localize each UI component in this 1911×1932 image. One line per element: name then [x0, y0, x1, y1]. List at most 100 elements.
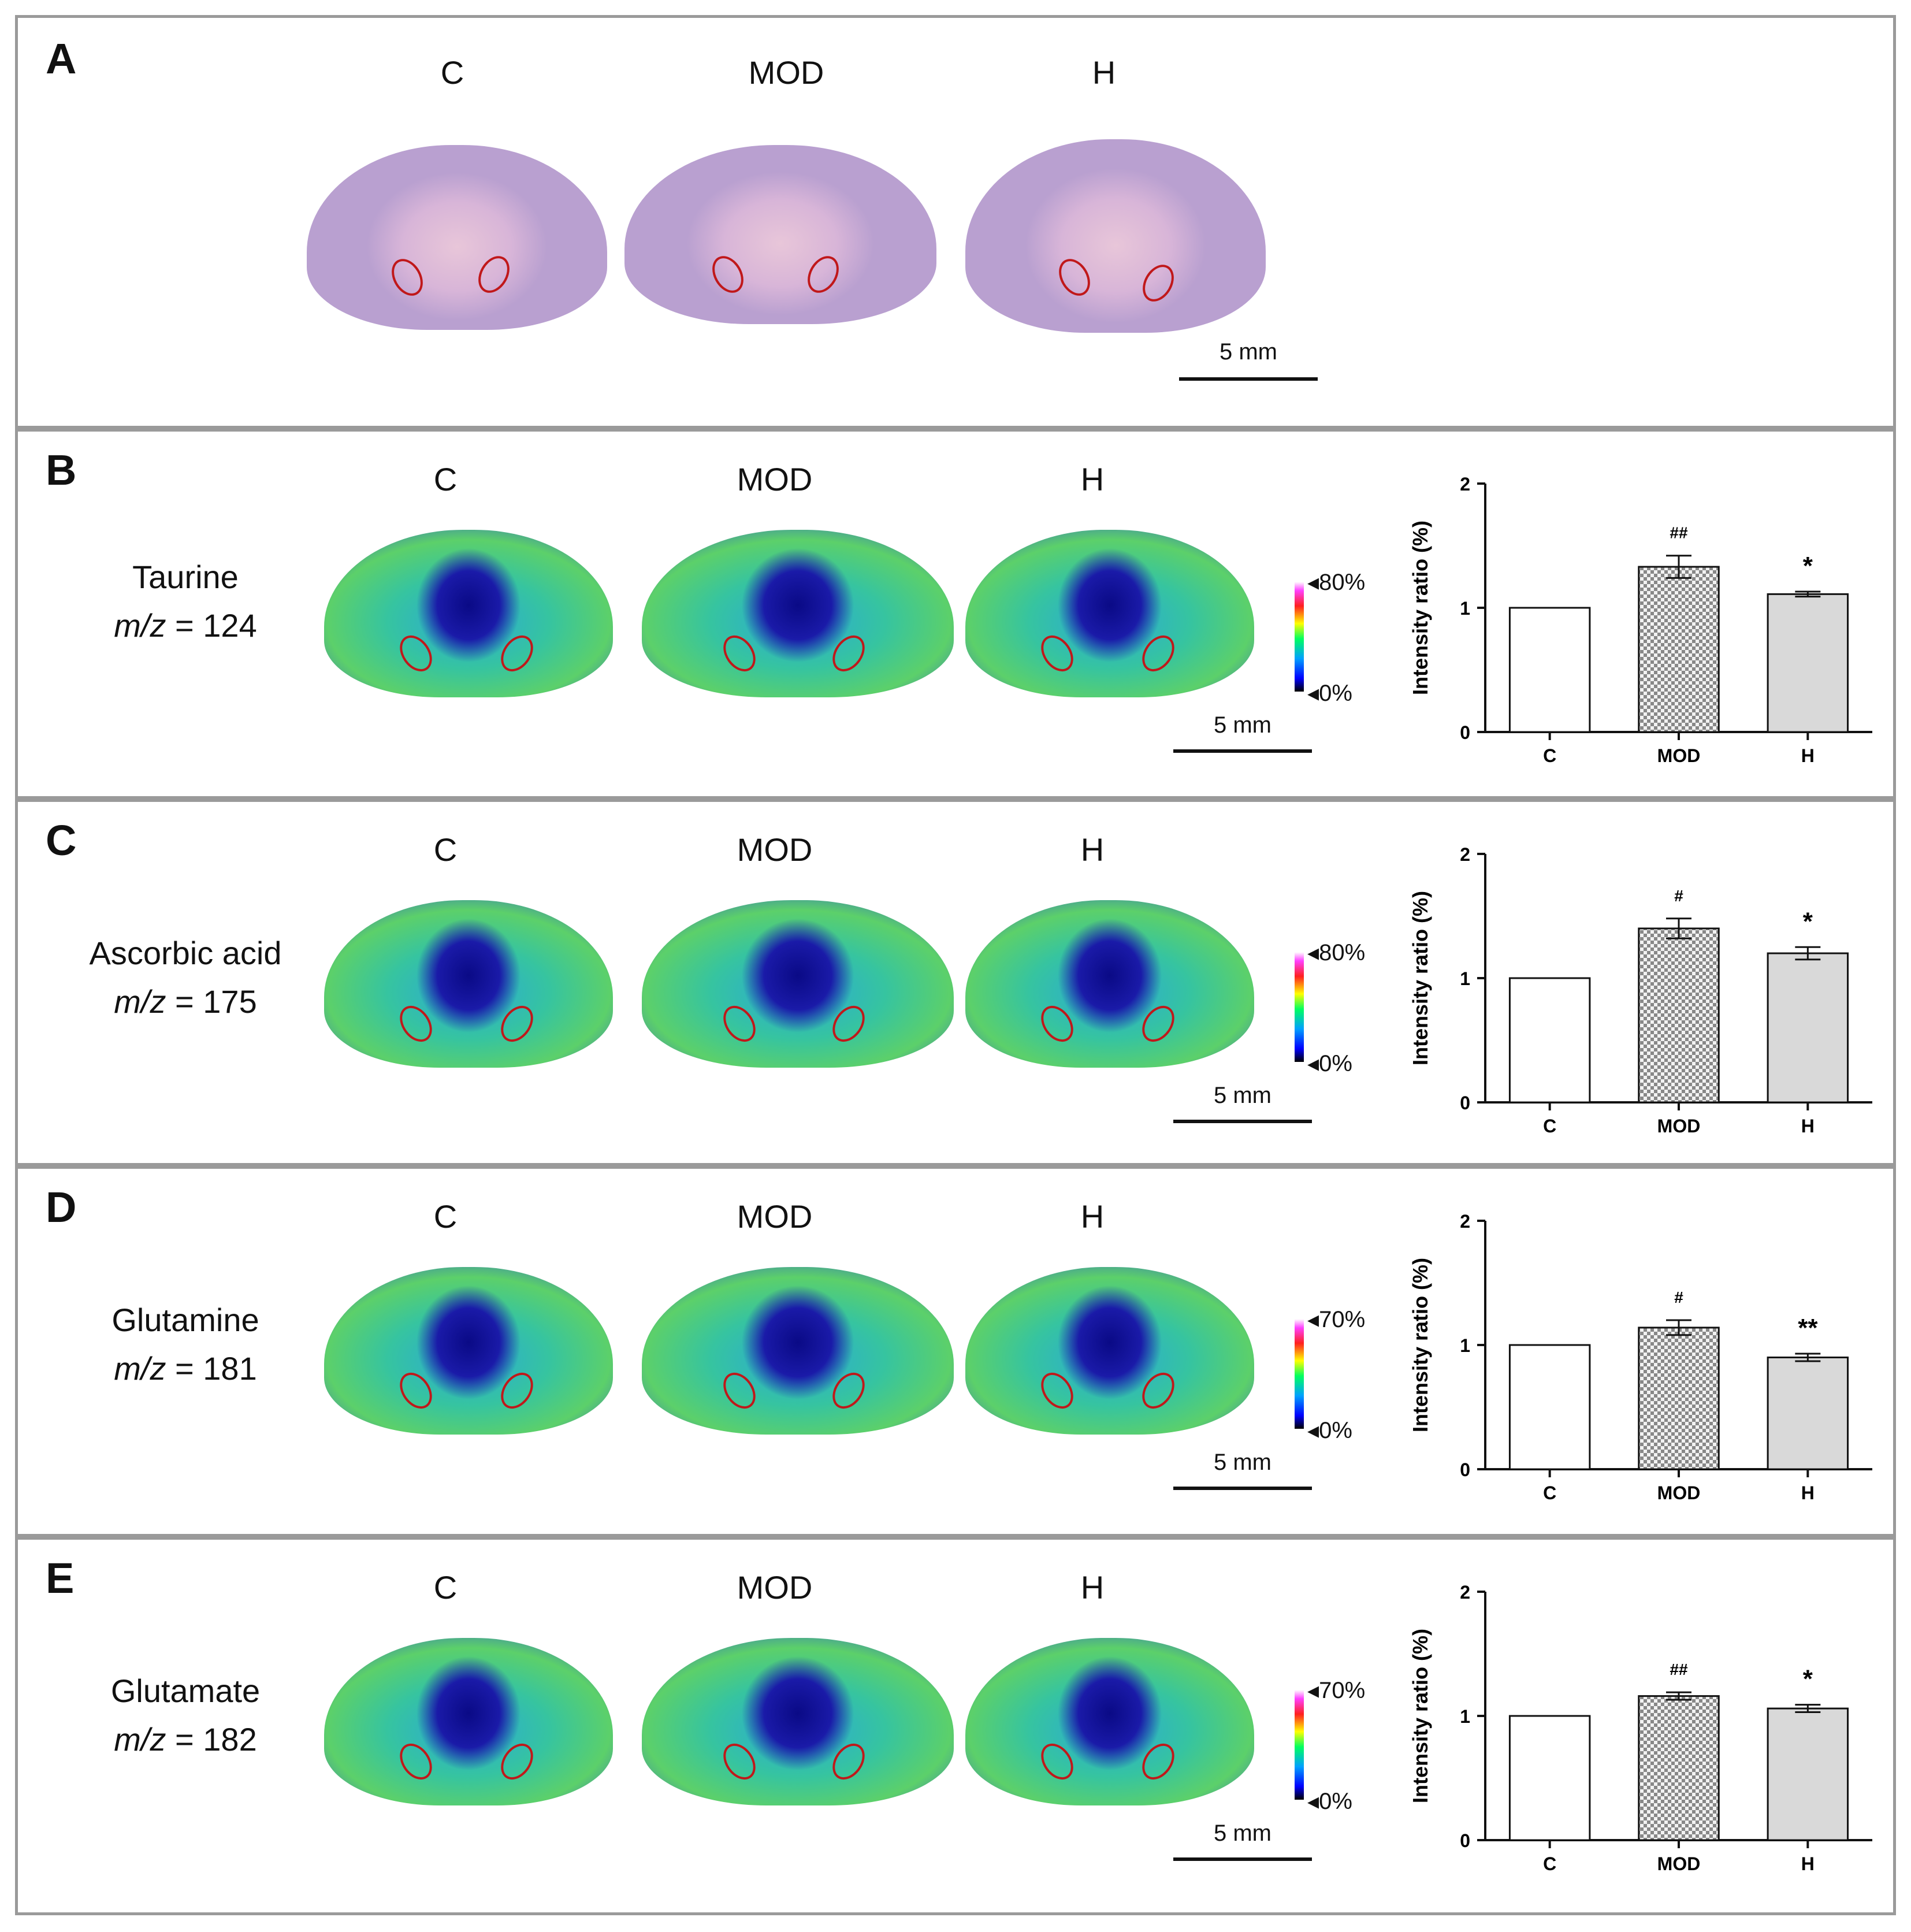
scale-bar-label: 5 mm — [1214, 1820, 1271, 1846]
bar-h — [1767, 1707, 1849, 1841]
bar-c — [1508, 977, 1591, 1104]
roi-outline — [1135, 1366, 1181, 1415]
y-tick-label: 1 — [1460, 968, 1470, 989]
group-label-h: H — [1080, 1569, 1105, 1606]
metabolite-name: Glutamate — [110, 1673, 261, 1709]
group-label-c: C — [433, 1198, 458, 1235]
roi-outline — [716, 1000, 763, 1048]
colorbar-max-label: ◂80% — [1307, 940, 1366, 965]
metabolite-name: Taurine — [132, 559, 239, 595]
y-axis-label: Intensity ratio (%) — [1408, 521, 1432, 695]
panel-e: E C MOD H Glutamate m/z = 182 ◂70% ◂0% 5 mm 0 1… — [15, 1537, 1896, 1915]
roi-outline — [393, 1000, 439, 1048]
group-label-h: H — [1080, 831, 1105, 868]
colorbar — [1295, 582, 1304, 692]
roi-outline — [801, 250, 845, 299]
scale-bar — [1173, 1857, 1312, 1861]
msi-brain-image-c — [324, 1638, 613, 1805]
metabolite-name: Ascorbic acid — [89, 935, 282, 971]
x-tick-label-h: H — [1801, 745, 1815, 766]
roi-outline — [494, 1366, 540, 1415]
roi-outline — [1135, 1000, 1181, 1048]
y-tick-label: 0 — [1460, 1093, 1470, 1113]
msi-brain-image-h — [965, 900, 1254, 1068]
mz-prefix: m/z — [114, 1721, 166, 1758]
roi-outline — [716, 629, 763, 678]
panel-label: B — [46, 446, 77, 494]
x-tick-label-mod: MOD — [1657, 1116, 1701, 1136]
colorbar — [1295, 1319, 1304, 1429]
msi-brain-image-mod — [642, 1267, 954, 1435]
msi-brain-image-mod — [642, 1638, 954, 1805]
x-tick-label-mod: MOD — [1657, 1853, 1701, 1874]
roi-outline — [826, 1000, 872, 1048]
x-tick-label-c: C — [1543, 745, 1556, 766]
x-tick-label-mod: MOD — [1657, 745, 1701, 766]
bar-c — [1508, 1715, 1591, 1841]
bar-mod — [1638, 566, 1720, 733]
mz-prefix: m/z — [114, 983, 166, 1020]
metabolite-label: Glutamine m/z = 181 — [53, 1296, 318, 1393]
roi-outline — [826, 629, 872, 678]
roi-outline — [1053, 253, 1096, 302]
roi-outline — [1135, 629, 1181, 678]
mz-prefix: m/z — [114, 1350, 166, 1387]
roi-outline — [826, 1737, 872, 1786]
bar-h — [1767, 593, 1849, 733]
x-tick-label-h: H — [1801, 1853, 1815, 1874]
colorbar-max-label: ◂80% — [1307, 570, 1366, 595]
group-label-c: C — [433, 1569, 458, 1606]
roi-outline — [494, 1737, 540, 1786]
mz-line: m/z = 182 — [53, 1715, 318, 1764]
bar-h — [1767, 952, 1849, 1104]
mz-value: = 182 — [166, 1721, 257, 1758]
colorbar-min-label: ◂0% — [1307, 1418, 1352, 1443]
roi-outline — [494, 629, 540, 678]
significance-mark: * — [1803, 552, 1813, 580]
bar-h — [1767, 1357, 1849, 1470]
group-label-h: H — [1080, 461, 1105, 497]
mz-line: m/z = 181 — [53, 1344, 318, 1393]
panel-label: D — [46, 1183, 77, 1231]
roi-outline — [706, 250, 750, 299]
metabolite-label: Taurine m/z = 124 — [53, 553, 318, 650]
intensity-bar-chart: 0 1 2 Intensity ratio (%) C ## MOD * H — [1408, 1582, 1872, 1874]
msi-brain-image-h — [965, 1638, 1254, 1805]
roi-outline — [826, 1366, 872, 1415]
colorbar — [1295, 1690, 1304, 1800]
mz-value: = 175 — [166, 983, 257, 1020]
roi-outline — [385, 253, 429, 302]
significance-mark: # — [1674, 1288, 1683, 1306]
roi-outline — [1136, 259, 1180, 307]
mz-line: m/z = 175 — [53, 978, 318, 1026]
x-tick-label-h: H — [1801, 1483, 1815, 1503]
x-tick-label-c: C — [1543, 1853, 1556, 1874]
group-label-mod: MOD — [737, 461, 813, 497]
y-tick-label: 2 — [1460, 1211, 1470, 1232]
significance-mark: ## — [1670, 1660, 1688, 1678]
panel-d: D C MOD H Glutamine m/z = 181 ◂70% ◂0% 5 mm 0 1… — [15, 1166, 1896, 1537]
bar-mod — [1638, 1695, 1720, 1841]
colorbar-max-label: ◂70% — [1307, 1307, 1366, 1332]
colorbar-min-label: ◂0% — [1307, 1789, 1352, 1814]
y-tick-label: 1 — [1460, 1335, 1470, 1356]
scale-bar-label: 5 mm — [1214, 1083, 1271, 1108]
msi-brain-image-h — [965, 530, 1254, 697]
panel-c: C C MOD H Ascorbic acid m/z = 175 ◂80% ◂0% 5 … — [15, 799, 1896, 1166]
significance-mark: * — [1803, 1665, 1813, 1693]
panel-label: E — [46, 1554, 75, 1602]
msi-brain-image-c — [324, 1267, 613, 1435]
x-tick-label-c: C — [1543, 1483, 1556, 1503]
y-axis-label: Intensity ratio (%) — [1408, 891, 1432, 1065]
significance-mark: ** — [1798, 1314, 1818, 1342]
scale-bar — [1173, 1487, 1312, 1490]
colorbar — [1295, 952, 1304, 1062]
y-tick-label: 2 — [1460, 1582, 1470, 1603]
roi-outline — [494, 1000, 540, 1048]
y-axis-label: Intensity ratio (%) — [1408, 1258, 1432, 1432]
colorbar-max-label: ◂70% — [1307, 1678, 1366, 1703]
msi-brain-image-c — [324, 530, 613, 697]
he-brain-section-c — [307, 145, 607, 330]
x-tick-label-h: H — [1801, 1116, 1815, 1136]
colorbar-min-label: ◂0% — [1307, 1051, 1352, 1076]
